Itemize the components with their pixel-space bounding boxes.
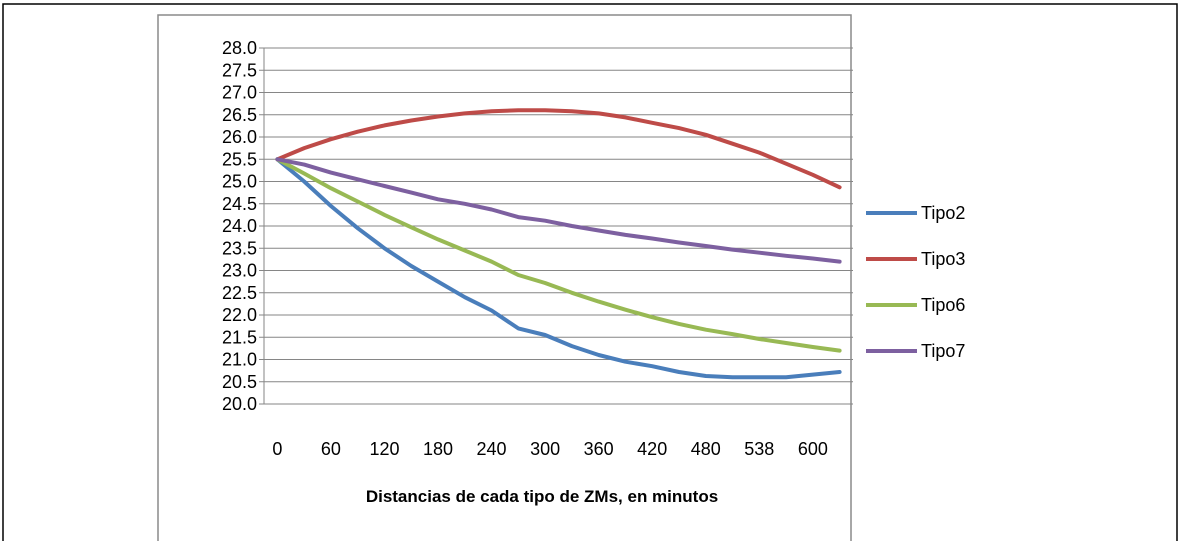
x-tick-label: 538 <box>744 439 774 459</box>
legend-label: Tipo6 <box>921 295 965 315</box>
y-tick-label: 23.0 <box>222 261 257 281</box>
x-tick-label: 60 <box>321 439 341 459</box>
y-tick-label: 25.5 <box>222 149 257 169</box>
chart-area <box>157 14 852 541</box>
x-axis-ticks: 0 60 120 180 240 300 360 420 480 538 600 <box>272 439 827 459</box>
x-tick-label: 420 <box>637 439 667 459</box>
y-tick-label: 20.0 <box>222 394 257 414</box>
y-tick-label: 26.0 <box>222 127 257 147</box>
series-line-tipo6 <box>275 157 842 353</box>
y-tick-label: 24.0 <box>222 216 257 236</box>
legend-label: Tipo2 <box>921 203 965 223</box>
y-tick-label: 27.5 <box>222 60 257 80</box>
series-group <box>275 108 842 380</box>
x-axis-label: Distancias de cada tipo de ZMs, en minut… <box>366 487 718 506</box>
y-tick-label: 22.0 <box>222 305 257 325</box>
y-tick-label: 26.5 <box>222 105 257 125</box>
y-tick-label: 23.5 <box>222 238 257 258</box>
x-tick-label: 300 <box>530 439 560 459</box>
series-line-tipo7 <box>275 157 842 264</box>
y-tick-label: 21.0 <box>222 350 257 370</box>
x-tick-label: 0 <box>272 439 282 459</box>
grid-lines <box>263 47 853 405</box>
legend: Tipo2 Tipo3 Tipo6 Tipo7 <box>866 203 965 361</box>
y-tick-label: 25.0 <box>222 172 257 192</box>
x-tick-label: 240 <box>477 439 507 459</box>
x-tick-label: 120 <box>369 439 399 459</box>
y-axis-ticks: 20.020.521.0 21.522.022.523.0 23.524.024.5… <box>222 38 264 414</box>
x-tick-label: 480 <box>691 439 721 459</box>
y-tick-label: 21.5 <box>222 327 257 347</box>
legend-label: Tipo7 <box>921 341 965 361</box>
y-tick-label: 22.5 <box>222 283 257 303</box>
x-tick-label: 360 <box>584 439 614 459</box>
y-tick-label: 28.0 <box>222 38 257 58</box>
y-tick-label: 27.0 <box>222 83 257 103</box>
series-line-tipo2 <box>275 157 842 380</box>
series-line-tipo3 <box>275 108 842 190</box>
y-tick-label: 24.5 <box>222 194 257 214</box>
legend-label: Tipo3 <box>921 249 965 269</box>
x-tick-label: 180 <box>423 439 453 459</box>
y-tick-label: 20.5 <box>222 372 257 392</box>
x-tick-label: 600 <box>798 439 828 459</box>
